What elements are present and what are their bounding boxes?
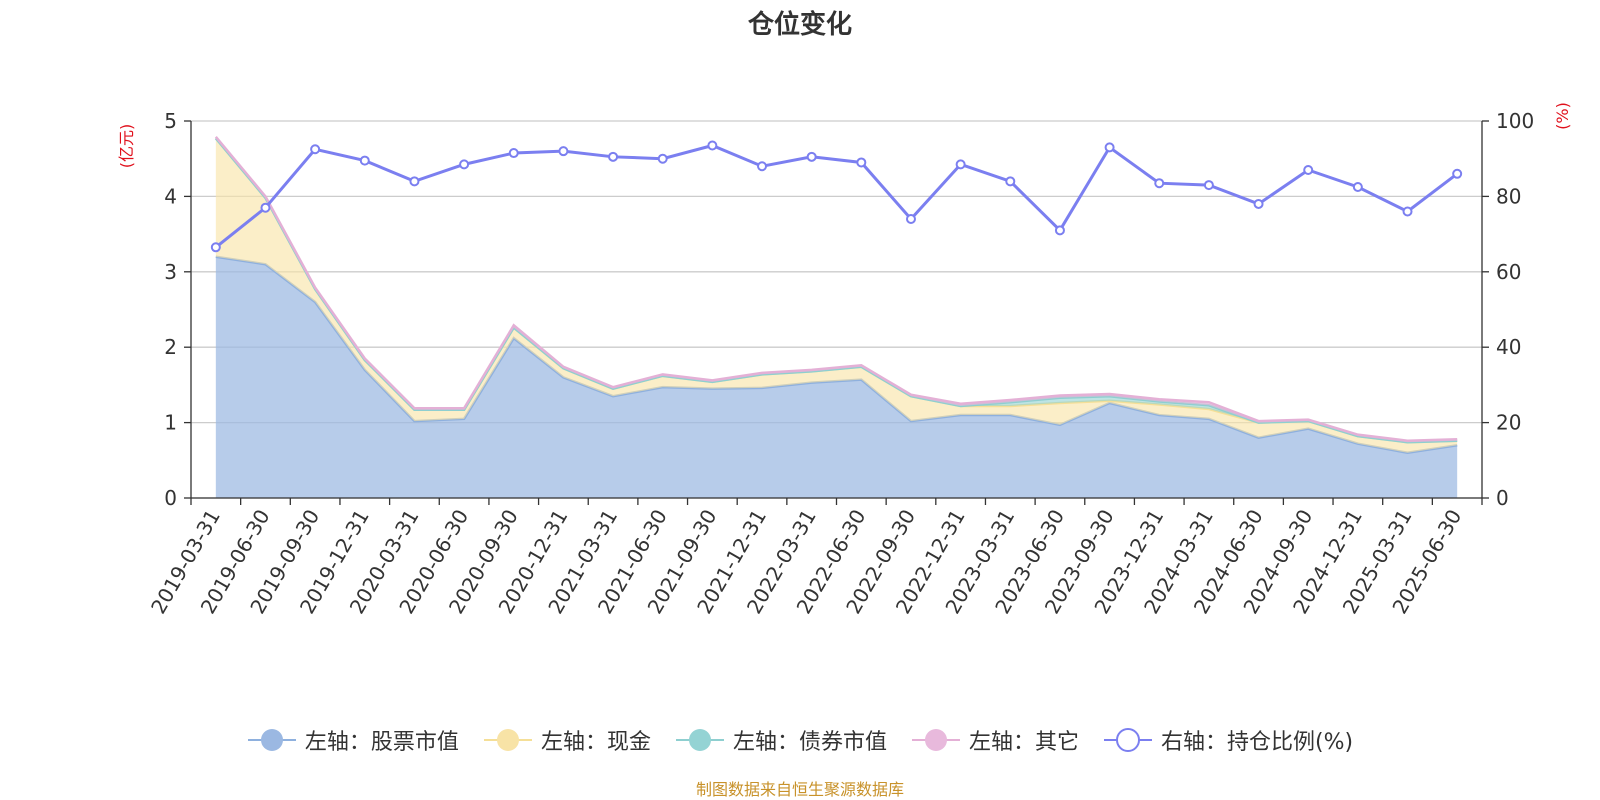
ratio-point[interactable] <box>608 151 619 162</box>
legend-marker-icon <box>675 729 724 751</box>
position-ratio-line <box>210 140 1463 253</box>
ratio-point[interactable] <box>856 157 867 168</box>
ratio-point[interactable] <box>508 148 519 159</box>
right-tick-label: 60 <box>1496 260 1521 284</box>
ratio-point[interactable] <box>1402 206 1413 217</box>
data-source-note: 制图数据来自恒生聚源数据库 <box>695 780 904 799</box>
chart-title: 仓位变化 <box>747 10 852 40</box>
left-tick-label: 1 <box>164 411 177 435</box>
left-tick-label: 2 <box>164 335 177 359</box>
ratio-point[interactable] <box>1054 225 1065 236</box>
ratio-point[interactable] <box>1303 165 1314 176</box>
right-tick-label: 20 <box>1496 411 1521 435</box>
right-axis-unit: (%) <box>1553 102 1572 130</box>
legend-bond-value[interactable]: 左轴：债券市值 <box>675 724 887 756</box>
ratio-point[interactable] <box>1203 180 1214 191</box>
ratio-point[interactable] <box>1352 181 1363 192</box>
ratio-point[interactable] <box>1253 198 1264 209</box>
left-axis-unit: (亿元) <box>117 124 136 169</box>
stacked-areas <box>214 136 1458 498</box>
ratio-point[interactable] <box>409 176 420 187</box>
area-series-4-line <box>214 136 1458 442</box>
ratio-point[interactable] <box>558 146 569 157</box>
right-tick-label: 80 <box>1496 184 1521 208</box>
ratio-point[interactable] <box>459 159 470 170</box>
legend-label: 左轴：现金 <box>540 730 651 755</box>
ratio-point[interactable] <box>707 140 718 151</box>
legend-label: 右轴：持仓比例(%) <box>1160 730 1354 755</box>
ratio-point[interactable] <box>260 202 271 213</box>
right-tick-label: 0 <box>1496 486 1509 510</box>
ratio-series-line <box>214 143 1459 249</box>
ratio-point[interactable] <box>757 161 768 172</box>
legend-stock-value[interactable]: 左轴：股票市值 <box>247 724 459 756</box>
left-tick-label: 0 <box>164 486 177 510</box>
ratio-point[interactable] <box>359 155 370 166</box>
legend-label: 左轴：股票市值 <box>304 730 459 755</box>
right-tick-label: 40 <box>1496 335 1521 359</box>
left-tick-label: 4 <box>164 184 177 208</box>
legend-marker-icon <box>247 729 296 751</box>
ratio-point[interactable] <box>657 153 668 164</box>
legend-marker-icon <box>911 729 960 751</box>
legend-marker-icon <box>483 729 532 751</box>
ratio-point[interactable] <box>1452 168 1463 179</box>
area-series-1 <box>215 256 1458 498</box>
legend: 左轴：股票市值 左轴：现金 左轴：债券市值 左轴：其它 右轴：持仓比例(%) <box>0 722 1600 758</box>
ratio-point[interactable] <box>310 144 321 155</box>
ratio-point[interactable] <box>210 242 221 253</box>
ratio-point[interactable] <box>905 214 916 225</box>
left-tick-label: 5 <box>164 109 177 133</box>
right-tick-label: 100 <box>1496 109 1534 133</box>
ratio-point[interactable] <box>806 151 817 162</box>
legend-cash[interactable]: 左轴：现金 <box>483 724 651 756</box>
legend-label: 左轴：其它 <box>968 730 1079 755</box>
ratio-point[interactable] <box>1104 142 1115 153</box>
legend-label: 左轴：债券市值 <box>732 730 887 755</box>
legend-position-ratio[interactable]: 右轴：持仓比例(%) <box>1103 724 1353 756</box>
left-tick-label: 3 <box>164 260 177 284</box>
ratio-point[interactable] <box>1154 178 1165 189</box>
ratio-point[interactable] <box>955 159 966 170</box>
legend-other[interactable]: 左轴：其它 <box>911 724 1079 756</box>
ratio-point[interactable] <box>1005 176 1016 187</box>
legend-marker-icon <box>1103 728 1152 752</box>
